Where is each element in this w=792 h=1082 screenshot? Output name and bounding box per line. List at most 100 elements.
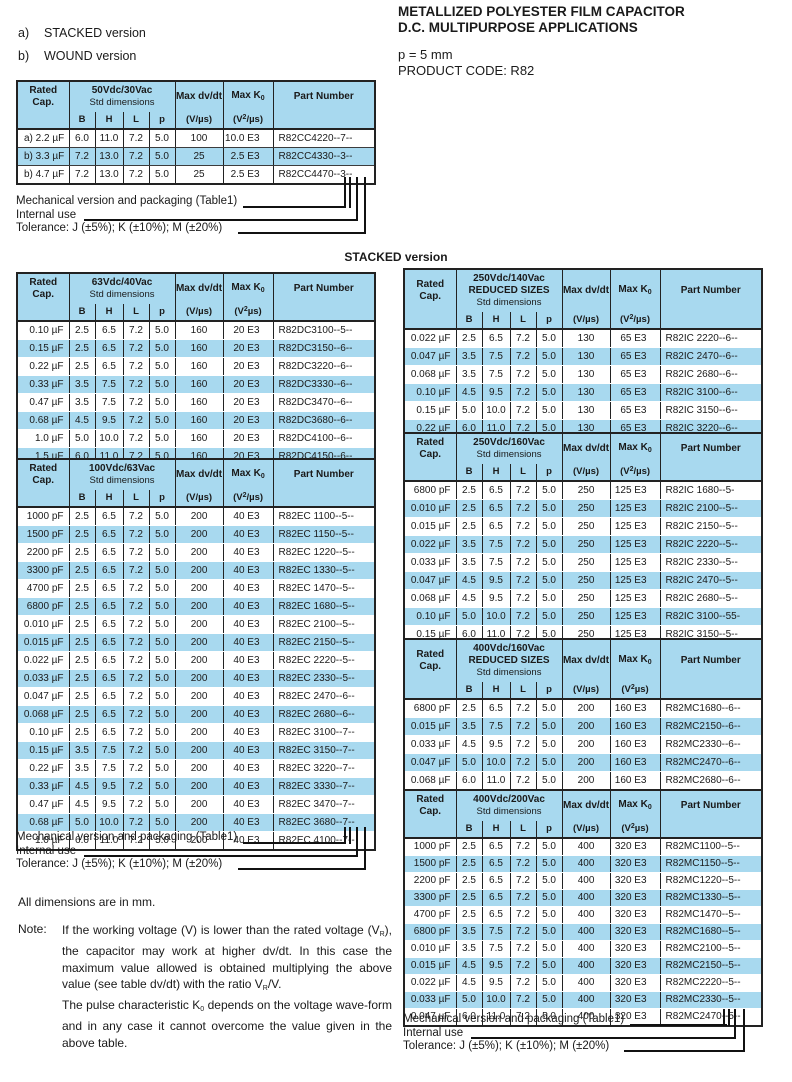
cell-h: 6.5	[94, 561, 123, 580]
cell-rated-cap: 4700 pF	[404, 906, 456, 924]
voltage-header: 50Vdc/30Vac Std dimensions	[68, 81, 176, 112]
cell-h: 7.5	[94, 375, 123, 394]
cell-b: 3.5	[68, 741, 95, 760]
cell-rated-cap: 0.068 µF	[17, 705, 69, 724]
connector-vline	[734, 1009, 736, 1039]
cell-b: 2.5	[68, 615, 95, 634]
cell-max-dvdt: 250	[561, 481, 611, 500]
cell-max-k0: 2.5 E3	[222, 147, 274, 166]
cell-b: 2.5	[68, 705, 95, 724]
table-row: b) 3.3 µF 7.2 13.0 7.2 5.0 25 2.5 E3 R82CC4330-…	[17, 147, 376, 166]
cell-b: 2.5	[68, 543, 95, 562]
cell-h: 7.5	[94, 759, 123, 778]
cell-rated-cap: 3300 pF	[17, 561, 69, 580]
dim-header-h: H	[481, 821, 510, 839]
section-heading: STACKED version	[344, 250, 448, 264]
cell-max-k0: 65 E3	[609, 383, 660, 402]
cell-part-number: R82MC2470--6--	[659, 753, 762, 772]
k0-unit: (V2/µs)	[222, 490, 274, 508]
cell-part-number: R82MC2330--6--	[659, 735, 762, 754]
table-row: 0.68 µF 5.0 10.0 7.2 5.0 200 40 E3 R82EC 3680--…	[17, 813, 376, 832]
version-labels: a) STACKED version b) WOUND version	[18, 26, 146, 72]
table-400vdc-160vac: Rated Cap. 400Vdc/160Vac REDUCED SIZES Std …	[403, 638, 763, 791]
rated-cap-units	[404, 464, 456, 482]
cell-max-dvdt: 160	[174, 375, 224, 394]
footer2-mechanical: Mechanical version and packaging (Table1…	[16, 831, 238, 843]
cell-max-k0: 40 E3	[222, 633, 274, 652]
cell-max-dvdt: 200	[174, 759, 224, 778]
cell-max-dvdt: 250	[561, 535, 611, 554]
cell-b: 4.5	[455, 383, 482, 402]
cell-part-number: R82MC1680--5--	[659, 923, 763, 941]
rated-cap-header: Rated Cap.	[404, 269, 456, 312]
cell-max-k0: 40 E3	[222, 831, 274, 851]
dim-header-l: L	[122, 490, 149, 508]
cell-b: 5.0	[455, 607, 482, 626]
cell-l: 7.2	[509, 1008, 536, 1027]
table-row: 0.68 µF 4.5 9.5 7.2 5.0 160 20 E3 R82DC3680--6-…	[17, 411, 376, 430]
k0-unit: (V2/µs)	[222, 112, 274, 130]
max-k0-header: Max K0	[609, 269, 660, 312]
cell-l: 7.2	[122, 759, 149, 778]
cell-max-k0: 125 E3	[609, 535, 661, 554]
cell-p: 5.0	[148, 831, 176, 851]
cell-l: 7.2	[122, 777, 149, 796]
cell-rated-cap: 0.10 µF	[17, 723, 69, 742]
cell-p: 5.0	[535, 717, 562, 736]
cell-max-dvdt: 400	[561, 957, 611, 975]
cell-h: 6.5	[481, 499, 510, 518]
dvdt-unit: (V/µs)	[174, 304, 224, 322]
cell-max-dvdt: 200	[174, 669, 224, 688]
cell-rated-cap: 0.33 µF	[17, 777, 69, 796]
cell-part-number: R82MC2220--5--	[659, 974, 763, 992]
cell-p: 5.0	[148, 651, 176, 670]
cell-h: 10.0	[481, 401, 510, 420]
dim-header-h: H	[94, 304, 123, 322]
capacitor-table: Rated Cap. 250Vdc/160Vac Std dimensions Max…	[403, 432, 764, 645]
table-row: 4700 pF 2.5 6.5 7.2 5.0 200 40 E3 R82EC 1470--5…	[17, 579, 376, 598]
cell-max-k0: 125 E3	[609, 553, 661, 572]
rated-cap-units	[404, 312, 456, 330]
cell-max-k0: 40 E3	[222, 615, 274, 634]
pitch-value: p = 5 mm	[398, 47, 453, 62]
table-row: 0.47 µF 4.5 9.5 7.2 5.0 200 40 E3 R82EC 3470--7…	[17, 795, 376, 814]
cell-p: 5.0	[148, 357, 176, 376]
cell-rated-cap: 0.015 µF	[404, 517, 456, 536]
cell-max-dvdt: 200	[174, 633, 224, 652]
table-row: 0.22 µF 2.5 6.5 7.2 5.0 160 20 E3 R82DC3220--6-…	[17, 357, 376, 376]
cell-h: 9.5	[94, 411, 123, 430]
cell-p: 5.0	[535, 571, 563, 590]
cell-b: 7.2	[68, 165, 95, 184]
cell-max-dvdt: 200	[174, 507, 224, 526]
cell-l: 7.2	[509, 838, 536, 856]
cell-p: 5.0	[535, 771, 562, 791]
cell-h: 6.5	[94, 357, 123, 376]
table-row: 0.10 µF 2.5 6.5 7.2 5.0 160 20 E3 R82DC3100--5-…	[17, 321, 376, 340]
cell-p: 5.0	[148, 543, 176, 562]
rated-cap-header: Rated Cap.	[17, 459, 69, 490]
cell-p: 5.0	[535, 517, 563, 536]
cell-b: 2.5	[455, 329, 482, 348]
table-row: a) 2.2 µF 6.0 11.0 7.2 5.0 100 10.0 E3 R82CC422…	[17, 129, 376, 148]
part-number-units	[659, 312, 762, 330]
cell-l: 7.2	[509, 771, 536, 791]
max-k0-header: Max K0	[222, 459, 274, 490]
part-number-header: Part Number	[272, 459, 376, 490]
cell-max-dvdt: 200	[174, 705, 224, 724]
title-block: METALLIZED POLYESTER FILM CAPACITOR D.C.…	[398, 4, 685, 79]
footer2-tolerance: Tolerance: J (±5%); K (±10%); M (±20%)	[16, 858, 223, 870]
table-250vdc-160vac: Rated Cap. 250Vdc/160Vac Std dimensions Max…	[403, 432, 764, 645]
dim-header-p: p	[148, 304, 176, 322]
table-row: 0.047 µF 3.5 7.5 7.2 5.0 130 65 E3 R82IC 2470--…	[404, 347, 762, 366]
connector-hline	[84, 855, 358, 857]
cell-b: 2.5	[68, 687, 95, 706]
cell-part-number: R82EC 2470--6--	[272, 687, 376, 706]
cell-p: 5.0	[535, 553, 563, 572]
cell-l: 7.2	[122, 543, 149, 562]
cell-max-dvdt: 160	[174, 339, 224, 358]
cell-rated-cap: 0.15 µF	[404, 401, 456, 420]
cell-p: 5.0	[148, 813, 176, 832]
cell-l: 7.2	[122, 597, 149, 616]
cell-h: 7.5	[481, 940, 510, 958]
cell-h: 10.0	[94, 429, 123, 448]
